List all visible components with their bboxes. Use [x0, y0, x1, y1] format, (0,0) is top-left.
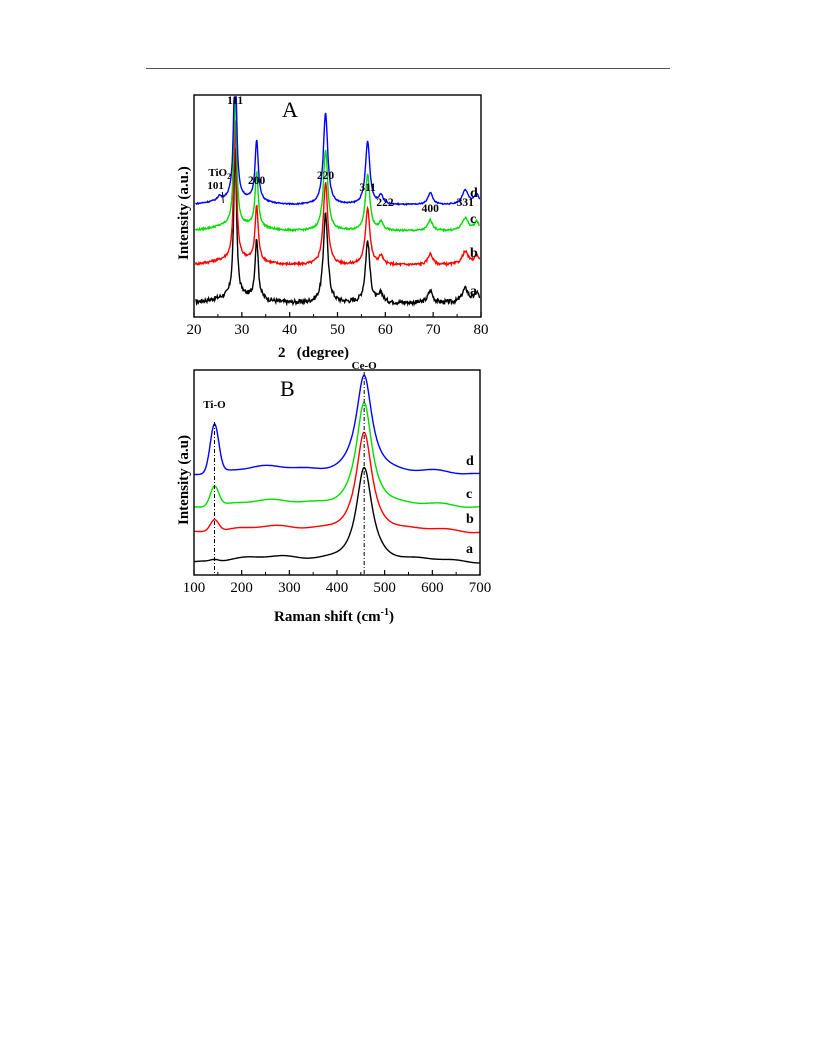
raman-series-a	[193, 466, 480, 564]
xrd-series-a	[195, 147, 481, 307]
raman-x-tick-label: 100	[183, 580, 206, 596]
panel-label-a: A	[282, 97, 298, 122]
xrd-peak-label: 311	[359, 182, 376, 194]
raman-series-label-b: b	[466, 512, 474, 527]
raman-series-label-c: c	[466, 487, 472, 502]
xrd-series-label-b: b	[470, 246, 478, 261]
xrd-series-b	[194, 120, 481, 268]
raman-x-axis-label: Raman shift (cm-1)	[274, 607, 394, 625]
ti-o-label: Ti-O	[203, 399, 226, 411]
xrd-series-label-a: a	[470, 284, 477, 299]
xrd-curves: a b cd	[194, 96, 481, 307]
xrd-x-tick-label: 60	[378, 322, 393, 338]
raman-annotations: Ti-O Ce-O	[203, 360, 377, 575]
xrd-peak-label: 331	[457, 197, 475, 209]
tio2-marker	[221, 191, 224, 204]
xrd-x-tick-label: 50	[330, 322, 345, 338]
raman-series-label-d: d	[466, 454, 474, 469]
raman-x-tick-label: 600	[421, 580, 444, 596]
raman-chart: abc d 100 200 300 400 500 600 700 Ti-O Ce-O B In…	[176, 360, 492, 625]
panel-label-b: B	[280, 376, 295, 401]
xrd-x-tick-label: 80	[474, 322, 489, 338]
raman-x-tick-label: 300	[278, 580, 301, 596]
raman-x-tick-label: 700	[469, 580, 492, 596]
xrd-peak-label: 222	[376, 197, 394, 209]
xrd-series-c	[194, 96, 480, 233]
xrd-x-tick-label: 40	[282, 322, 297, 338]
tio2-hkl-label: 101	[207, 180, 224, 192]
raman-x-tick-label: 200	[230, 580, 253, 596]
xrd-peak-label: 400	[422, 203, 440, 215]
xrd-x-axis-label: 2 (degree)	[278, 345, 349, 360]
xrd-peak-label: 111	[227, 95, 243, 107]
raman-x-ticks: 100 200 300 400 500 600 700	[183, 570, 492, 596]
raman-plot-frame	[193, 369, 481, 576]
raman-series-label-a: a	[466, 542, 473, 557]
xrd-series-d	[195, 96, 481, 207]
raman-series-b	[194, 431, 481, 534]
xrd-x-tick-label: 70	[426, 322, 441, 338]
raman-y-axis-label: Intensity (a.u)	[176, 435, 192, 525]
raman-series-c	[194, 401, 480, 508]
xrd-x-ticks: 20 30 40 50 60 70 80	[187, 312, 489, 338]
xrd-plot-frame	[193, 94, 482, 318]
raman-curves: abc d	[193, 374, 481, 564]
xrd-peak-label: 220	[317, 170, 335, 182]
ce-o-label: Ce-O	[352, 360, 377, 372]
raman-x-tick-label: 500	[373, 580, 396, 596]
xrd-series-label-d: d	[470, 186, 478, 201]
xrd-y-axis-label: Intensity (a.u.)	[176, 166, 192, 260]
raman-x-tick-label: 400	[326, 580, 349, 596]
raman-series-d	[194, 374, 481, 476]
xrd-series-label-c: c	[470, 212, 476, 227]
xrd-peak-label: 200	[248, 175, 266, 187]
header-rule	[146, 68, 670, 69]
xrd-x-tick-label: 20	[187, 322, 202, 338]
xrd-x-tick-label: 30	[234, 322, 249, 338]
tio2-label: TiO2	[208, 167, 231, 181]
